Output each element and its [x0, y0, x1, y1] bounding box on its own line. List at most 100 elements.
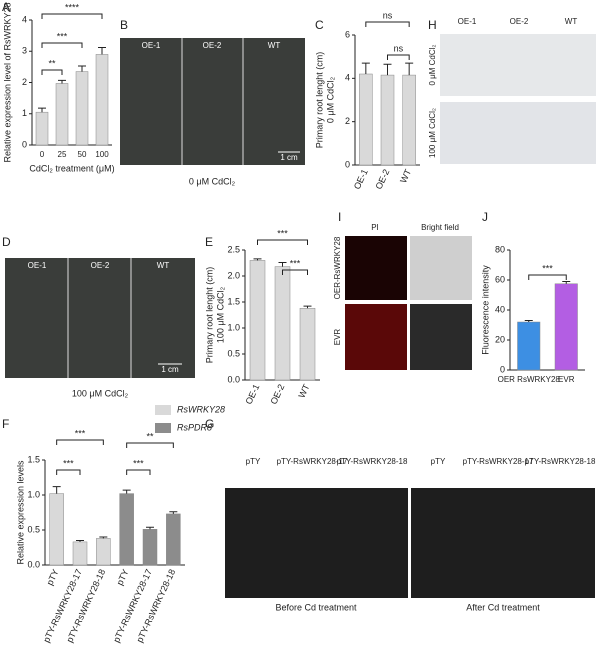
error-bar	[169, 511, 178, 514]
error-bar	[76, 540, 84, 542]
error-bar	[38, 107, 46, 113]
photo	[345, 304, 407, 370]
y-axis-label: Relative expression levels	[15, 460, 25, 565]
scale-label: 1 cm	[161, 365, 179, 374]
y-tick-label: 0	[345, 159, 350, 169]
significance-bracket	[56, 439, 104, 445]
y-tick-label: 2	[22, 77, 27, 87]
legend-swatch	[155, 405, 171, 415]
photo	[345, 236, 407, 300]
photo	[5, 258, 195, 378]
y-tick-label: 1.0	[27, 489, 40, 499]
y-tick-label: 80	[495, 244, 505, 254]
x-tick-label: WT	[398, 167, 413, 184]
significance-label: **	[146, 431, 154, 441]
bar	[299, 307, 316, 381]
photo-label: WT	[268, 41, 281, 50]
x-tick-label: WT	[296, 382, 311, 399]
y-axis-label: Primary root lenght (cm)	[314, 52, 324, 149]
x-tick-label: 100	[95, 150, 109, 159]
error-bar	[52, 486, 61, 494]
y-tick-label: 1.0	[227, 322, 240, 332]
x-tick-label: OE-1	[352, 168, 370, 191]
panel-label: F	[2, 417, 9, 431]
scale-label: 1 cm	[280, 153, 298, 162]
y-tick-label: 1	[22, 108, 27, 118]
x-tick-label: 25	[58, 150, 67, 159]
y-tick-label: 4	[345, 73, 350, 83]
legend-label: RsWRKY28	[177, 404, 225, 414]
significance-label: ***	[57, 31, 68, 41]
y-tick-label: 60	[495, 274, 505, 284]
row-label: 100 μM CdCl₂	[428, 108, 437, 158]
y-tick-label: 0	[22, 139, 27, 149]
x-tick-label: OE-2	[269, 383, 287, 406]
significance-label: ***	[542, 263, 553, 273]
photo	[225, 488, 408, 598]
y-tick-label: 1.5	[227, 296, 240, 306]
photo	[411, 488, 595, 598]
y-tick-label: 4	[22, 14, 27, 24]
significance-bracket	[41, 69, 63, 75]
panel-label: D	[2, 235, 11, 249]
x-tick-label: OER RsWRKY28	[498, 375, 561, 384]
column-label: Bright field	[421, 223, 459, 232]
x-tick-label: pTY	[45, 568, 61, 587]
y-tick-label: 1.5	[27, 454, 40, 464]
photo-label: pTY	[246, 457, 261, 466]
error-bar	[361, 62, 370, 74]
error-bar	[98, 47, 106, 55]
caption: Before Cd treatment	[275, 602, 357, 612]
bar	[96, 538, 111, 566]
bar	[402, 74, 416, 166]
photo-label: WT	[157, 261, 170, 270]
photo-label: OE-2	[91, 261, 110, 270]
bar	[72, 541, 88, 566]
y-tick-label: 0.5	[227, 348, 240, 358]
photo-label: pTY-RsWRKY28-18	[525, 457, 596, 466]
photo-label: WT	[565, 17, 578, 26]
significance-label: ***	[75, 428, 86, 438]
y-tick-label: 0	[500, 364, 505, 374]
significance-label: ****	[65, 2, 80, 12]
bar	[119, 493, 134, 566]
photo-label: OE-1	[28, 261, 47, 270]
photo-label: pTY-RsWRKY28-18	[337, 457, 408, 466]
y-tick-label: 20	[495, 334, 505, 344]
y-tick-label: 0.0	[27, 559, 40, 569]
panel-label: H	[428, 18, 437, 32]
photo-label: pTY	[431, 457, 446, 466]
legend-label: RsPDR8	[177, 422, 212, 432]
row-label: OER-RsWRKY28	[333, 236, 342, 299]
row-label: EVR	[333, 329, 342, 346]
significance-bracket	[528, 274, 567, 280]
significance-bracket	[56, 469, 81, 475]
error-bar	[405, 62, 414, 76]
photo-label: OE-2	[203, 41, 222, 50]
bar	[75, 71, 89, 146]
bar	[95, 54, 109, 146]
bar	[249, 260, 266, 381]
significance-label: **	[48, 58, 56, 68]
bar	[380, 74, 395, 166]
error-bar	[303, 305, 312, 309]
photo	[410, 304, 472, 370]
error-bar	[278, 261, 287, 267]
panel-label: A	[2, 0, 10, 14]
panel-label: C	[315, 18, 324, 32]
x-tick-label: 0	[40, 150, 45, 159]
significance-label: ***	[290, 258, 301, 268]
x-tick-label: OE-1	[244, 383, 262, 406]
error-bar	[78, 65, 86, 72]
y-axis-label: 100 μM CdCl₂	[215, 286, 225, 343]
significance-bracket	[365, 21, 410, 27]
x-tick-label: OE-2	[374, 168, 392, 191]
significance-bracket	[41, 42, 83, 48]
x-tick-label: 50	[78, 150, 87, 159]
caption: 100 μM CdCl₂	[72, 388, 129, 398]
column-label: PI	[371, 223, 379, 232]
photo	[440, 34, 596, 96]
panel-label: B	[120, 18, 128, 32]
bar	[55, 83, 69, 146]
significance-bracket	[387, 54, 410, 60]
